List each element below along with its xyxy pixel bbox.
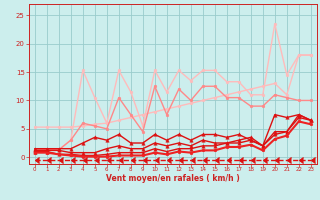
X-axis label: Vent moyen/en rafales ( km/h ): Vent moyen/en rafales ( km/h ) xyxy=(106,174,240,183)
